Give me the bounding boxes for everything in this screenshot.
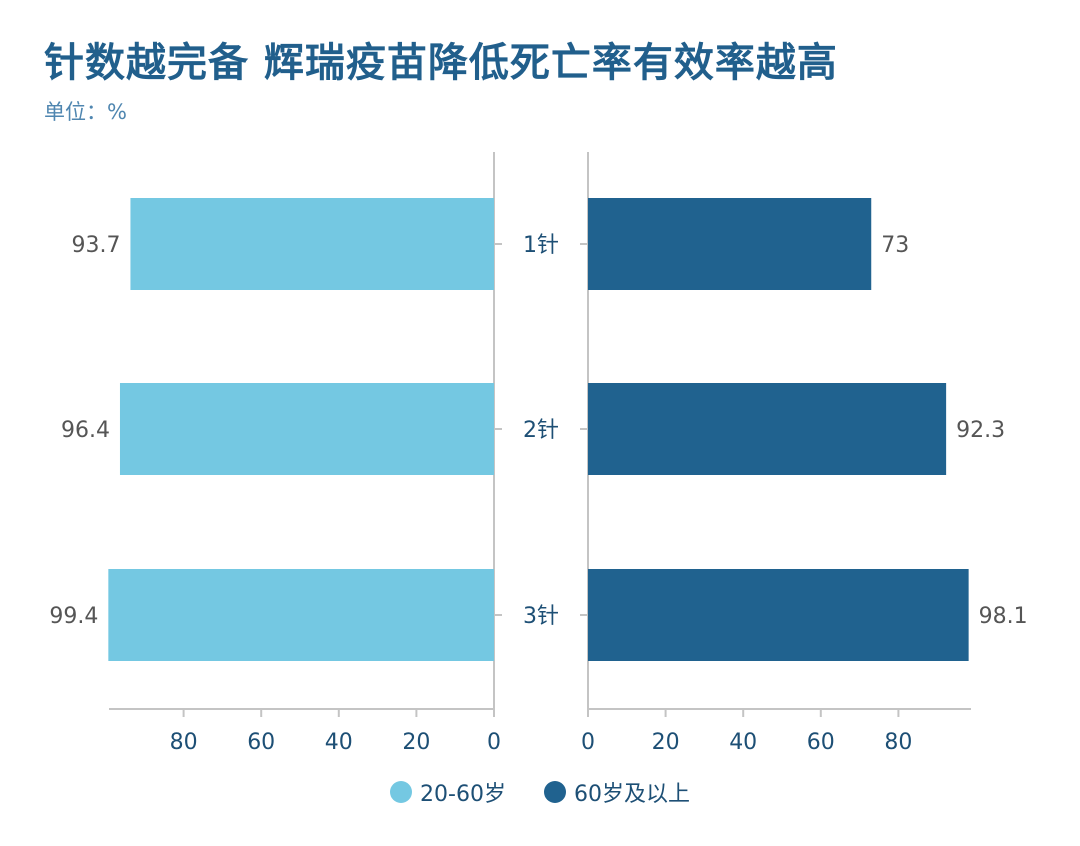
x-tick-label-left: 40 xyxy=(325,730,353,755)
chart-subtitle: 单位：% xyxy=(44,100,127,124)
x-tick-label-right: 60 xyxy=(807,730,835,755)
x-tick-label-left: 0 xyxy=(487,730,501,755)
bar-series-1 xyxy=(119,383,494,475)
data-label-series-2: 98.1 xyxy=(979,604,1028,629)
bar-series-2 xyxy=(588,383,947,475)
legend: 20-60岁 60岁及以上 xyxy=(0,776,1080,808)
data-label-series-1: 93.7 xyxy=(71,233,120,258)
category-label: 2针 xyxy=(523,418,559,443)
x-tick-label-left: 80 xyxy=(170,730,198,755)
x-tick-label-right: 20 xyxy=(652,730,680,755)
legend-item-series-2[interactable]: 60岁及以上 xyxy=(543,776,690,808)
x-tick-label-left: 20 xyxy=(402,730,430,755)
data-label-series-2: 73 xyxy=(881,233,909,258)
data-label-series-1: 99.4 xyxy=(49,604,98,629)
bar-series-2 xyxy=(588,569,969,661)
category-label: 1针 xyxy=(523,233,559,258)
legend-label-series-1: 20-60岁 xyxy=(420,782,506,807)
legend-item-series-1[interactable]: 20-60岁 xyxy=(390,776,506,808)
chart-title: 针数越完备 辉瑞疫苗降低死亡率有效率越高 xyxy=(44,40,838,86)
data-label-series-2: 92.3 xyxy=(956,418,1005,443)
x-tick-label-left: 60 xyxy=(247,730,275,755)
bar-series-1 xyxy=(130,198,494,290)
bar-series-1 xyxy=(108,569,494,661)
x-tick-label-right: 80 xyxy=(884,730,912,755)
legend-swatch-series-2 xyxy=(543,781,566,803)
data-label-series-1: 96.4 xyxy=(61,418,110,443)
x-tick-label-right: 0 xyxy=(581,730,595,755)
legend-swatch-series-1 xyxy=(390,781,413,803)
category-label: 3针 xyxy=(523,604,559,629)
bar-series-2 xyxy=(588,198,872,290)
legend-label-series-2: 60岁及以上 xyxy=(573,782,690,807)
x-tick-label-right: 40 xyxy=(729,730,757,755)
